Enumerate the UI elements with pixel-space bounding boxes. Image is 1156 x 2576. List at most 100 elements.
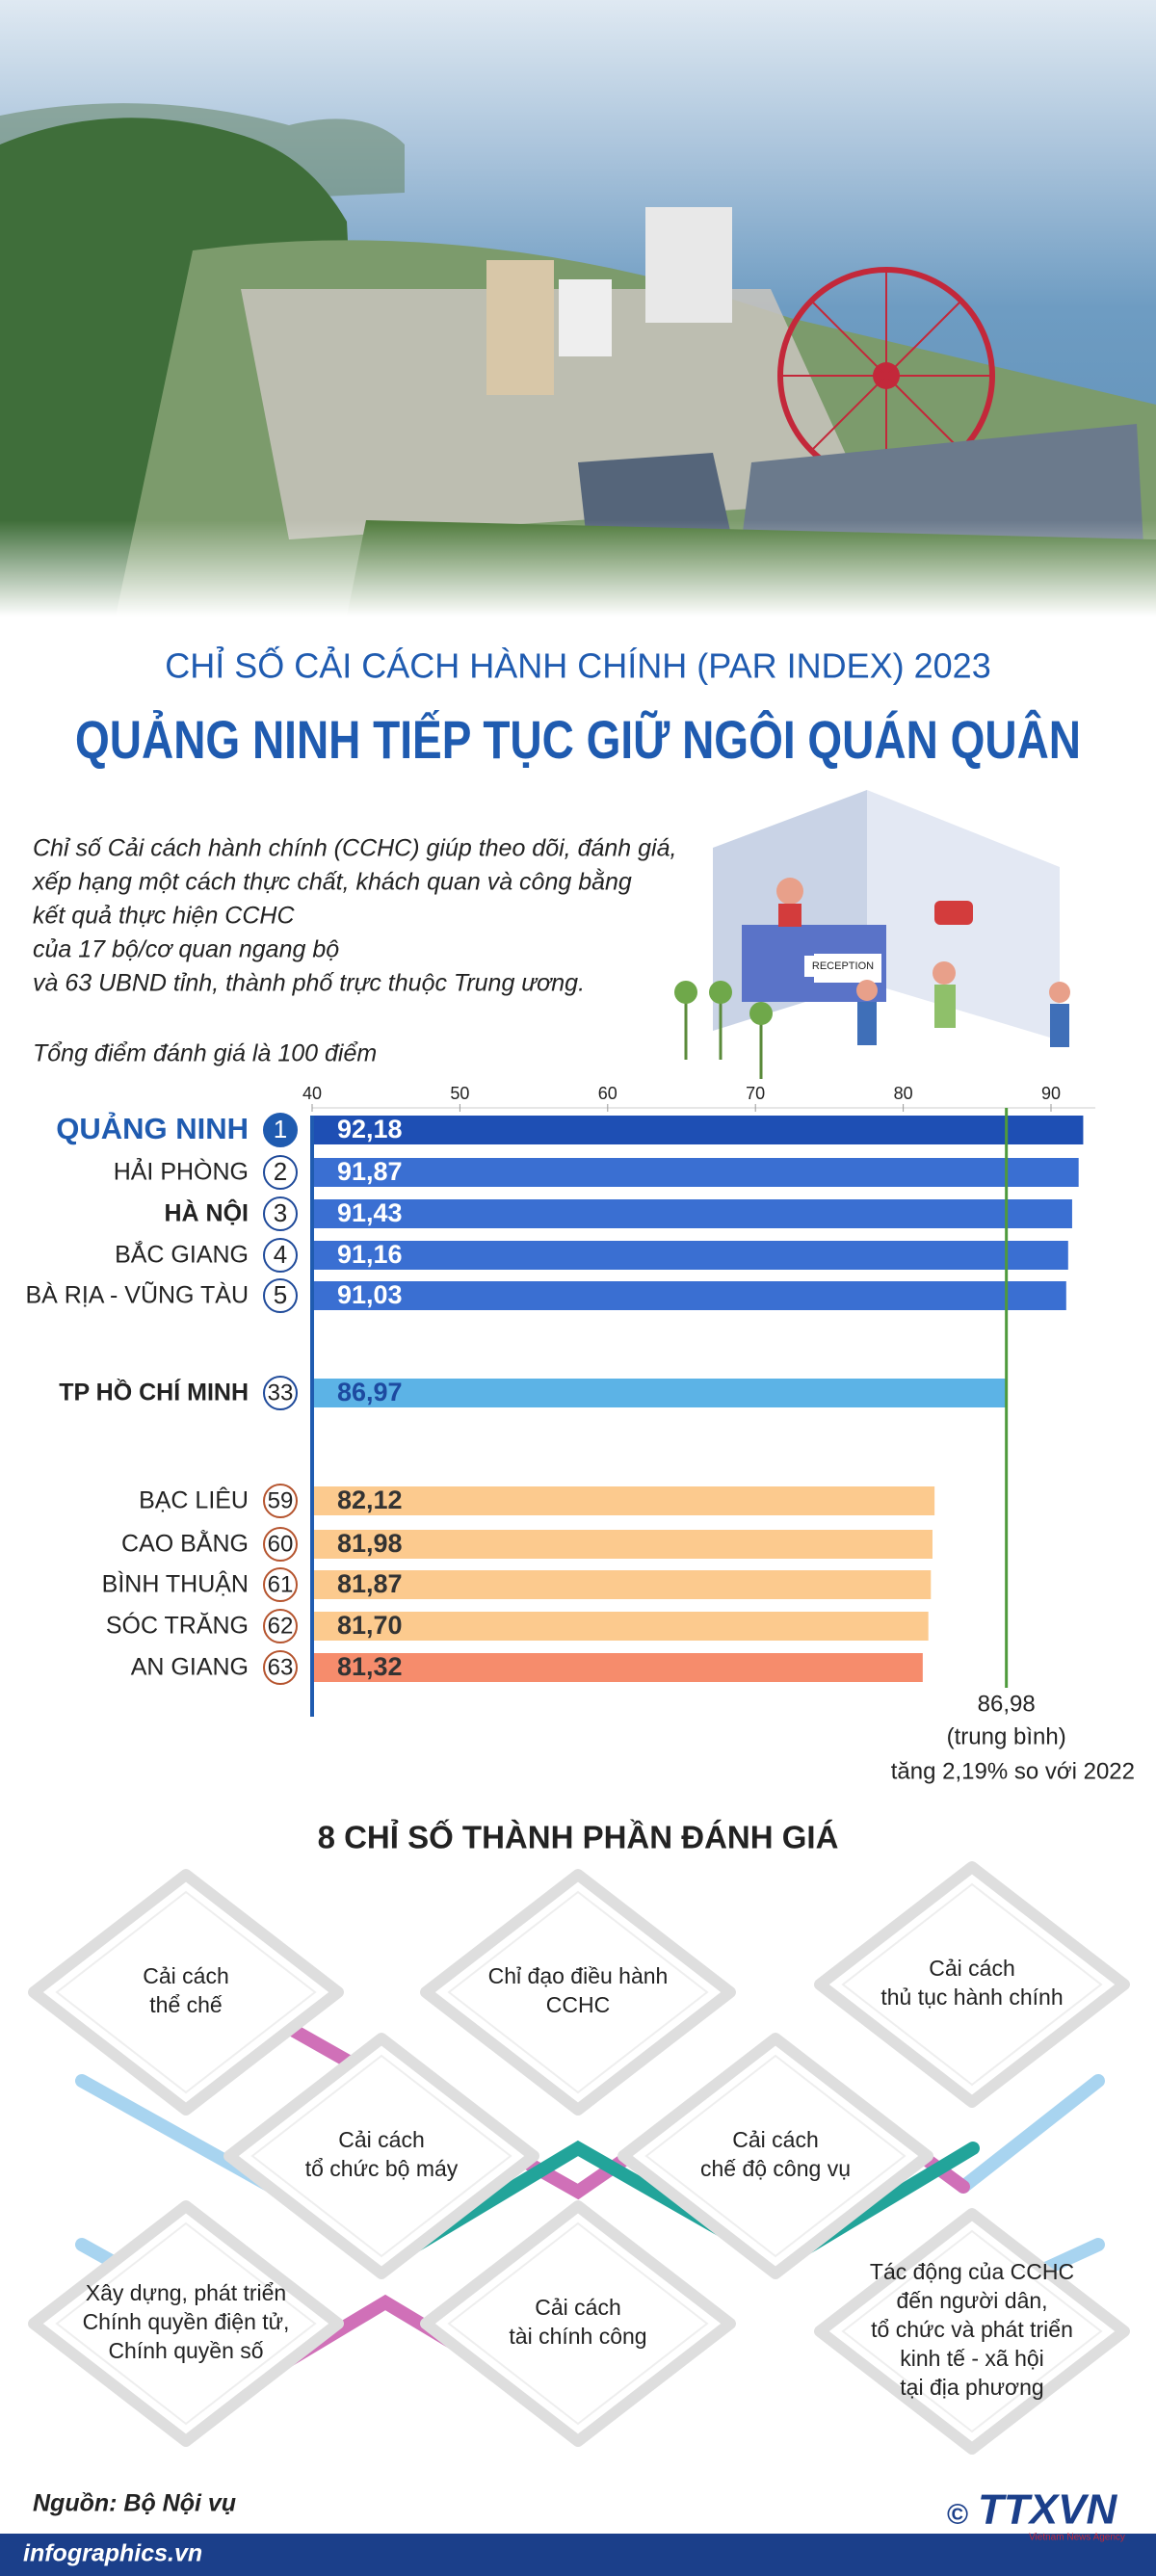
category-label: HẢI PHÒNG bbox=[114, 1157, 249, 1186]
rank-circle bbox=[263, 1196, 298, 1231]
category-label: HÀ NỘI bbox=[165, 1198, 250, 1227]
component-diamond-inner bbox=[841, 1882, 1103, 2087]
component-diamond-inner bbox=[644, 2054, 906, 2258]
rank-label: 2 bbox=[274, 1157, 287, 1186]
description-line: của 17 bộ/cơ quan ngang bộ bbox=[33, 936, 339, 963]
value-label: 91,03 bbox=[337, 1280, 403, 1309]
source: Nguồn: Bộ Nội vụ bbox=[33, 2490, 236, 2517]
components: Cải cách thể chế Chỉ đạo điều hành CCHC Cải … bbox=[28, 1861, 1130, 2455]
component-diamond-inner bbox=[55, 2221, 317, 2426]
component-label: Cải cách bbox=[338, 2127, 424, 2152]
average-change: tăng 2,19% so với 2022 bbox=[891, 1758, 1135, 1784]
value-label: 91,87 bbox=[337, 1157, 403, 1186]
x-tick-label: 50 bbox=[450, 1084, 469, 1103]
description-line: xếp hạng một cách thực chất, khách quan … bbox=[32, 868, 632, 896]
component-diamond-inner bbox=[250, 2054, 512, 2258]
rank-circle bbox=[263, 1155, 298, 1190]
rank-label: 4 bbox=[274, 1240, 287, 1269]
x-tick-label: 60 bbox=[598, 1084, 617, 1103]
x-tick-label: 40 bbox=[302, 1084, 322, 1103]
value-label: 91,43 bbox=[337, 1198, 403, 1227]
rank-label: 60 bbox=[268, 1531, 294, 1557]
category-label: TP HỒ CHÍ MINH bbox=[59, 1378, 249, 1406]
value-label: 81,70 bbox=[337, 1611, 403, 1640]
component-label: tổ chức và phát triển bbox=[871, 2317, 1073, 2342]
site: infographics.vn bbox=[23, 2540, 202, 2567]
rank-circle bbox=[263, 1567, 298, 1602]
rank-circle bbox=[263, 1650, 298, 1685]
average-note: (trung bình) bbox=[947, 1723, 1066, 1749]
chart-subtitle: Tổng điểm đánh giá là 100 điểm bbox=[33, 1040, 377, 1067]
value-label: 91,16 bbox=[337, 1240, 403, 1269]
bar bbox=[312, 1281, 1066, 1310]
component-label: Chính quyền số bbox=[108, 2338, 263, 2363]
component-label: Tác động của CCHC bbox=[870, 2259, 1074, 2284]
component-label: Cải cách bbox=[929, 1956, 1014, 1981]
category-label: SÓC TRĂNG bbox=[106, 1612, 249, 1640]
component-label: tại địa phương bbox=[900, 2375, 1043, 2400]
logo-sub: Vietnam News Agency bbox=[1029, 2533, 1125, 2543]
category-label: CAO BẰNG bbox=[121, 1530, 249, 1558]
x-tick-label: 80 bbox=[894, 1084, 913, 1103]
bar bbox=[312, 1612, 929, 1641]
average-label: 86,98 bbox=[978, 1691, 1036, 1717]
component-label: Cải cách bbox=[732, 2127, 818, 2152]
title: CHỈ SỐ CẢI CÁCH HÀNH CHÍNH (PAR INDEX) 2… bbox=[165, 645, 990, 686]
rank-label: 62 bbox=[268, 1613, 294, 1639]
value-label: 86,97 bbox=[337, 1378, 403, 1406]
component-label: Chỉ đạo điều hành bbox=[488, 1963, 669, 1988]
category-label: BÌNH THUẬN bbox=[102, 1570, 249, 1598]
category-label: AN GIANG bbox=[131, 1654, 249, 1681]
value-label: 81,32 bbox=[337, 1652, 403, 1681]
footer-bar bbox=[0, 2534, 1156, 2576]
component-label: Cải cách bbox=[143, 1963, 228, 1988]
components-title: 8 CHỈ SỐ THÀNH PHẦN ĐÁNH GIÁ bbox=[318, 1819, 839, 1855]
component-label: CCHC bbox=[546, 1992, 610, 2017]
bar bbox=[312, 1116, 1084, 1144]
bar bbox=[312, 1486, 935, 1515]
rank-circle bbox=[263, 1609, 298, 1643]
component-label: Xây dựng, phát triển bbox=[86, 2280, 286, 2305]
category-label: BẠC LIÊU bbox=[139, 1486, 249, 1514]
component-label: tài chính công bbox=[509, 2324, 646, 2349]
header-photo bbox=[0, 0, 1156, 618]
value-label: 82,12 bbox=[337, 1485, 403, 1514]
rank-circle bbox=[263, 1527, 298, 1562]
component-label: kinh tế - xã hội bbox=[900, 2346, 1044, 2371]
value-label: 81,98 bbox=[337, 1529, 403, 1558]
component-label: tổ chức bộ máy bbox=[305, 2156, 459, 2181]
rank-label: 5 bbox=[274, 1280, 287, 1309]
rank-label: 63 bbox=[268, 1654, 294, 1680]
bar bbox=[312, 1379, 1007, 1407]
value-label: 81,87 bbox=[337, 1569, 403, 1598]
category-label: BÀ RỊA - VŨNG TÀU bbox=[25, 1281, 249, 1309]
rank-label: 1 bbox=[274, 1115, 287, 1143]
bar-chart: 40 50 60 70 80 90 92,18 QUẢNG NINH 1 91,87 HẢI PHÒ… bbox=[25, 1084, 1135, 1785]
description-line: Chỉ số Cải cách hành chính (CCHC) giúp t… bbox=[33, 835, 676, 862]
bar bbox=[312, 1199, 1072, 1228]
component-label: Chính quyền điện tử, bbox=[83, 2309, 290, 2334]
component-label: thể chế bbox=[149, 1992, 223, 2017]
rank-label: 61 bbox=[268, 1571, 294, 1597]
category-label: QUẢNG NINH bbox=[56, 1112, 249, 1145]
rank-circle bbox=[263, 1278, 298, 1313]
headline: QUẢNG NINH TIẾP TỤC GIỮ NGÔI QUÁN QUÂN bbox=[75, 709, 1081, 770]
component-label: đến người dân, bbox=[896, 2288, 1047, 2313]
bar bbox=[312, 1570, 932, 1599]
rank-circle bbox=[263, 1484, 298, 1518]
rank-label: 3 bbox=[274, 1198, 287, 1227]
x-tick-label: 90 bbox=[1041, 1084, 1061, 1103]
component-diamond-inner bbox=[447, 2221, 709, 2426]
component-diamond-inner bbox=[55, 1890, 317, 2094]
rank-circle bbox=[263, 1238, 298, 1273]
value-label: 92,18 bbox=[337, 1115, 403, 1143]
rank-circle bbox=[263, 1113, 298, 1147]
logo: TTXVN bbox=[978, 2486, 1117, 2534]
description-line: và 63 UBND tỉnh, thành phố trực thuộc Tr… bbox=[33, 970, 585, 997]
x-tick-label: 70 bbox=[746, 1084, 765, 1103]
bar bbox=[312, 1158, 1079, 1187]
description-line: kết quả thực hiện CCHC bbox=[33, 903, 295, 930]
bar bbox=[312, 1530, 933, 1559]
component-diamond-inner bbox=[841, 2229, 1103, 2433]
